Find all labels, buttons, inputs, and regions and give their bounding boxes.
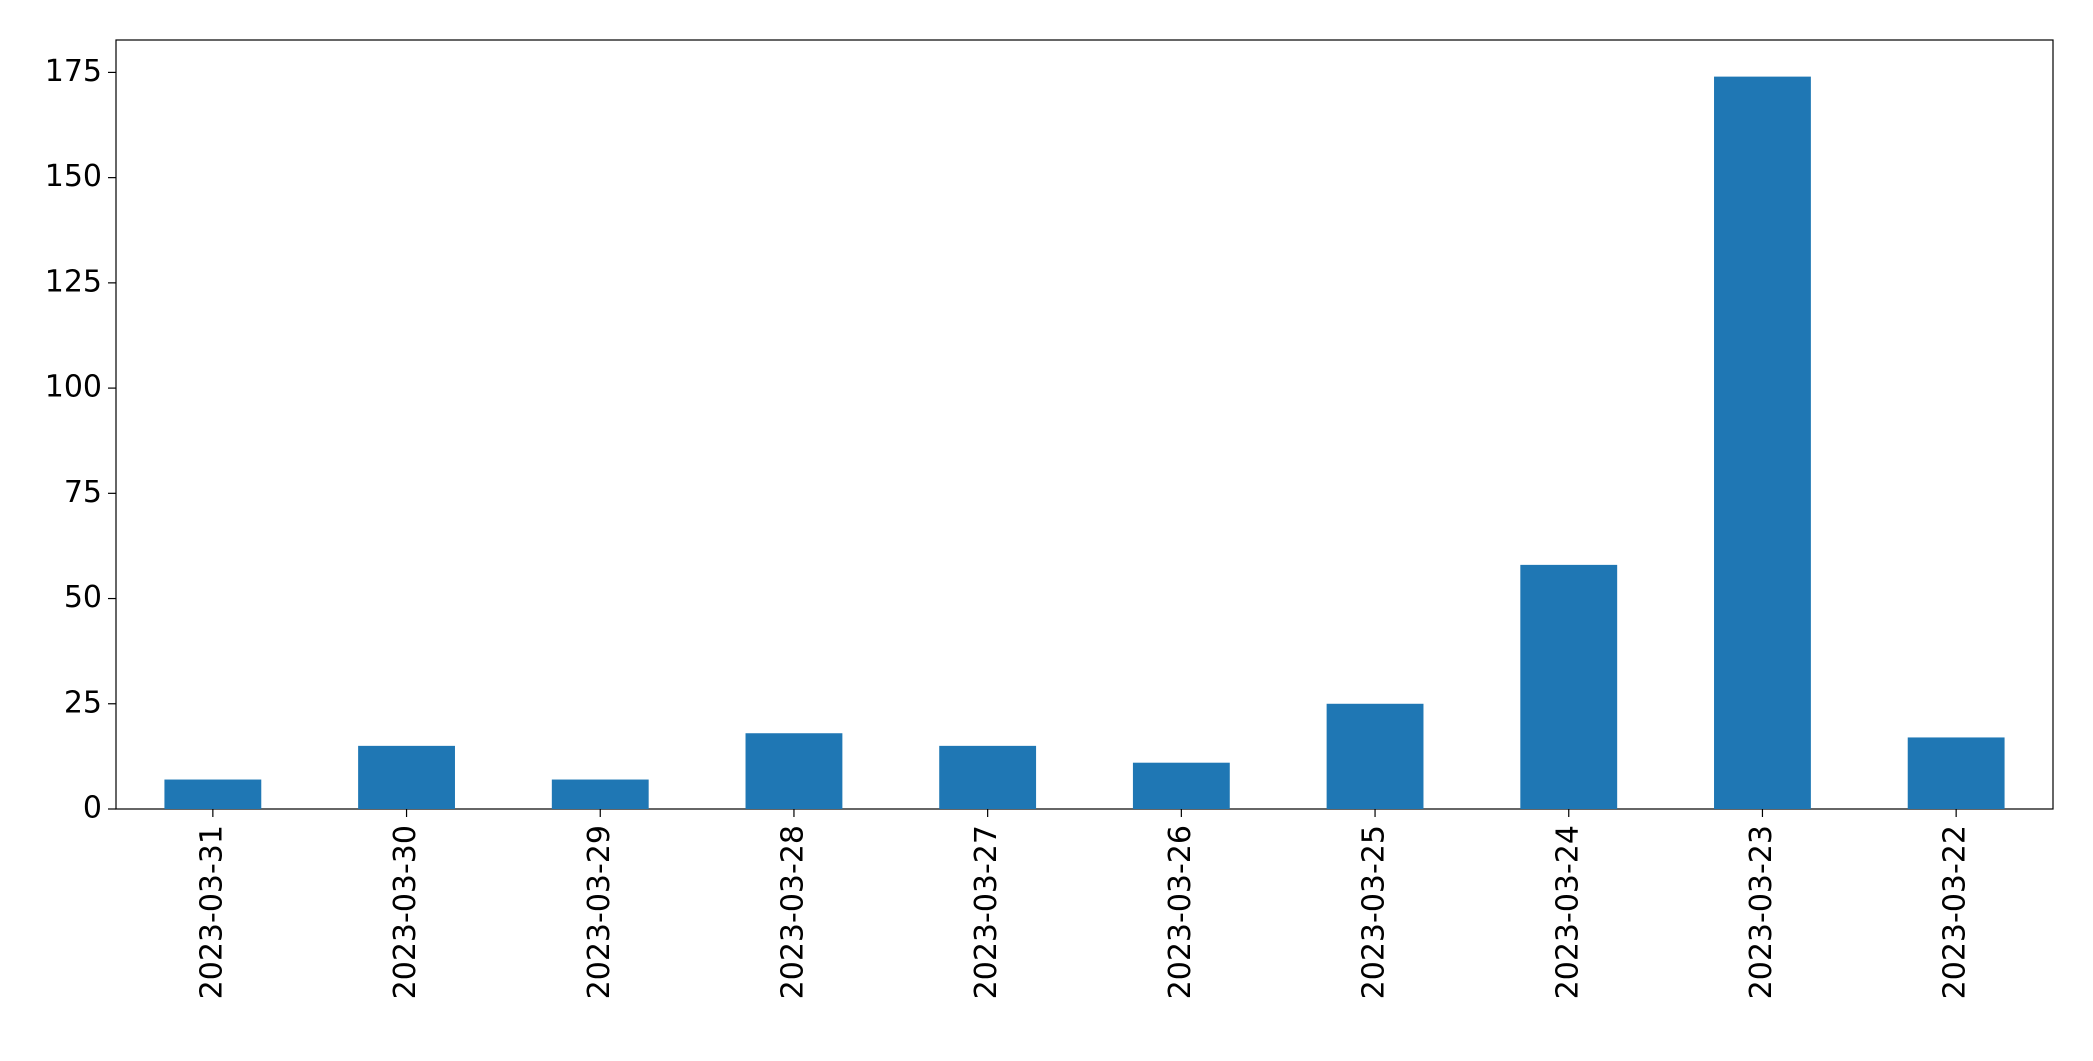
y-tick-label: 75: [64, 475, 102, 510]
x-tick-label: 2023-03-23: [1744, 825, 1779, 999]
bar: [1132, 762, 1230, 809]
bar: [1907, 737, 2005, 809]
bar: [939, 745, 1037, 809]
y-tick-label: 0: [83, 791, 102, 826]
y-tick-label: 25: [64, 685, 102, 720]
bar: [164, 779, 262, 809]
x-tick-label: 2023-03-25: [1357, 825, 1392, 999]
x-tick-label: 2023-03-24: [1550, 825, 1585, 999]
x-tick-label: 2023-03-31: [194, 825, 229, 999]
bar: [1520, 564, 1618, 809]
bar: [745, 733, 843, 809]
x-tick-label: 2023-03-28: [775, 825, 810, 999]
bar: [1714, 76, 1811, 810]
y-tick-label: 50: [64, 580, 102, 615]
y-tick-label: 150: [45, 159, 102, 194]
x-tick-label: 2023-03-22: [1938, 825, 1973, 999]
x-tick-label: 2023-03-27: [969, 825, 1004, 999]
bar: [1326, 703, 1424, 809]
x-tick-label: 2023-03-30: [388, 825, 423, 999]
x-tick-label: 2023-03-26: [1163, 825, 1198, 999]
y-tick-label: 125: [45, 264, 102, 299]
bar: [358, 745, 455, 809]
y-tick-label: 100: [45, 370, 102, 405]
y-tick-label: 175: [45, 54, 102, 89]
axes-frame: [115, 39, 2054, 810]
bar: [551, 779, 649, 809]
x-tick-label: 2023-03-29: [582, 825, 617, 999]
